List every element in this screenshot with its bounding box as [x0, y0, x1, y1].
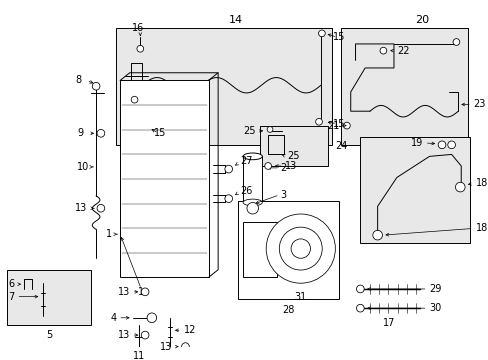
- Text: 13: 13: [285, 161, 297, 171]
- Circle shape: [452, 39, 459, 45]
- Circle shape: [92, 82, 100, 90]
- Text: 14: 14: [228, 15, 243, 25]
- Text: 9: 9: [77, 128, 83, 138]
- Bar: [120, 80, 208, 278]
- Circle shape: [265, 214, 335, 283]
- Text: 24: 24: [335, 141, 347, 151]
- Circle shape: [224, 195, 232, 202]
- Bar: [360, 137, 469, 243]
- Bar: [243, 222, 276, 278]
- Circle shape: [137, 45, 143, 52]
- Text: 23: 23: [472, 99, 484, 109]
- Text: 18: 18: [475, 178, 487, 188]
- Circle shape: [379, 47, 386, 54]
- Circle shape: [447, 141, 454, 149]
- Text: 15: 15: [332, 32, 345, 42]
- Circle shape: [141, 288, 149, 296]
- Text: 4: 4: [110, 313, 116, 323]
- Circle shape: [290, 239, 310, 258]
- Text: 28: 28: [282, 305, 294, 315]
- Circle shape: [454, 182, 464, 192]
- Text: 1: 1: [105, 229, 111, 239]
- Text: 19: 19: [410, 138, 422, 148]
- Text: 25: 25: [243, 126, 255, 136]
- Text: 13: 13: [75, 203, 87, 213]
- Text: 5: 5: [46, 330, 52, 340]
- Text: 26: 26: [240, 186, 252, 196]
- Text: 30: 30: [428, 303, 441, 313]
- Circle shape: [224, 165, 232, 173]
- Text: 17: 17: [382, 318, 394, 328]
- Ellipse shape: [243, 153, 262, 160]
- Text: 20: 20: [414, 15, 428, 25]
- Text: 7: 7: [8, 292, 15, 302]
- Circle shape: [343, 122, 349, 129]
- Text: 2: 2: [280, 163, 286, 173]
- Text: 31: 31: [294, 292, 306, 302]
- Text: 22: 22: [396, 46, 408, 56]
- Circle shape: [437, 141, 445, 149]
- Text: 13: 13: [117, 287, 129, 297]
- Text: 10: 10: [77, 162, 89, 172]
- Circle shape: [131, 96, 138, 103]
- Text: 25: 25: [287, 151, 299, 161]
- Circle shape: [246, 202, 258, 214]
- Text: 11: 11: [133, 351, 145, 360]
- Circle shape: [147, 313, 156, 323]
- Bar: [341, 28, 467, 145]
- Text: 6: 6: [8, 279, 15, 289]
- Circle shape: [97, 130, 104, 137]
- Text: 13: 13: [117, 330, 129, 340]
- Bar: [238, 201, 339, 298]
- Circle shape: [372, 230, 382, 240]
- Bar: [243, 156, 262, 202]
- Text: 27: 27: [240, 156, 252, 166]
- Circle shape: [97, 204, 104, 212]
- Text: 13: 13: [160, 342, 172, 352]
- Ellipse shape: [243, 199, 262, 206]
- Text: 18: 18: [475, 224, 487, 233]
- Circle shape: [315, 118, 322, 125]
- Circle shape: [264, 163, 271, 169]
- Circle shape: [181, 343, 189, 350]
- Circle shape: [356, 285, 364, 293]
- Text: 12: 12: [183, 325, 196, 335]
- Circle shape: [141, 331, 149, 339]
- Text: 16: 16: [132, 23, 144, 33]
- Bar: [7, 270, 91, 325]
- Circle shape: [279, 227, 322, 270]
- Circle shape: [266, 127, 272, 132]
- Circle shape: [356, 304, 364, 312]
- Bar: [116, 28, 332, 145]
- Text: 8: 8: [75, 76, 81, 85]
- Text: 15: 15: [154, 128, 166, 138]
- Bar: [260, 126, 327, 166]
- Text: 29: 29: [428, 284, 441, 294]
- Circle shape: [318, 30, 325, 37]
- Text: 21: 21: [326, 121, 339, 131]
- Text: 3: 3: [280, 190, 286, 200]
- Text: 15: 15: [332, 119, 345, 129]
- Text: 1: 1: [138, 287, 144, 297]
